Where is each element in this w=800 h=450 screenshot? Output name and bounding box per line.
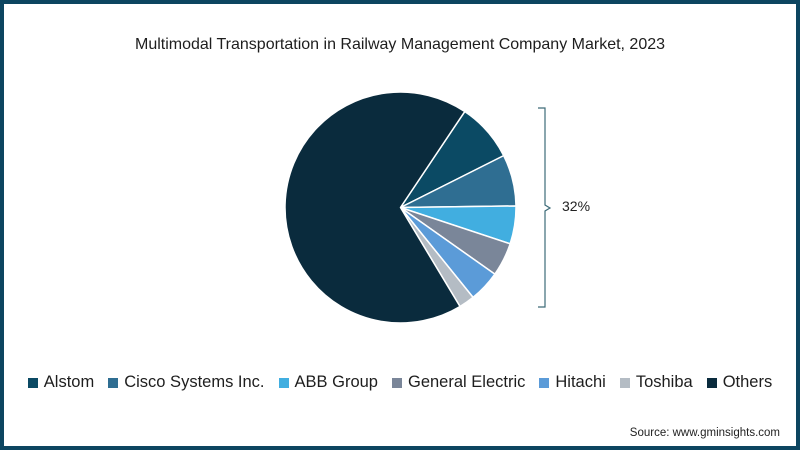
legend-item: Toshiba: [619, 373, 693, 392]
legend-label: Others: [722, 373, 773, 391]
legend-swatch-icon: [706, 377, 717, 388]
source-note: Source: www.gminsights.com: [629, 427, 780, 439]
legend-label: ABB Group: [294, 373, 378, 391]
chart-title: Multimodal Transportation in Railway Man…: [134, 36, 666, 53]
bracket-annotation: [538, 107, 552, 308]
legend-swatch-icon: [619, 377, 630, 388]
legend-swatch-icon: [391, 377, 402, 388]
legend-swatch-icon: [539, 377, 550, 388]
legend-label: Hitachi: [555, 373, 606, 391]
legend-item: Alstom: [27, 373, 95, 392]
legend-label: Toshiba: [635, 373, 693, 391]
legend-item: Hitachi: [539, 373, 606, 392]
legend-swatch-icon: [27, 377, 38, 388]
bracket-label: 32%: [562, 198, 591, 214]
legend-label: Alstom: [43, 373, 95, 391]
legend-item: General Electric: [391, 373, 526, 392]
legend-item: Others: [706, 373, 773, 392]
legend-swatch-icon: [108, 377, 119, 388]
legend-label: Cisco Systems Inc.: [124, 373, 265, 391]
chart-legend: Alstom Cisco Systems Inc. ABB Group General…: [0, 373, 800, 392]
pie-slice-others: [284, 91, 466, 324]
legend-swatch-icon: [278, 377, 289, 388]
legend-label: General Electric: [407, 373, 526, 391]
legend-item: ABB Group: [278, 373, 378, 392]
legend-item: Cisco Systems Inc.: [108, 373, 265, 392]
